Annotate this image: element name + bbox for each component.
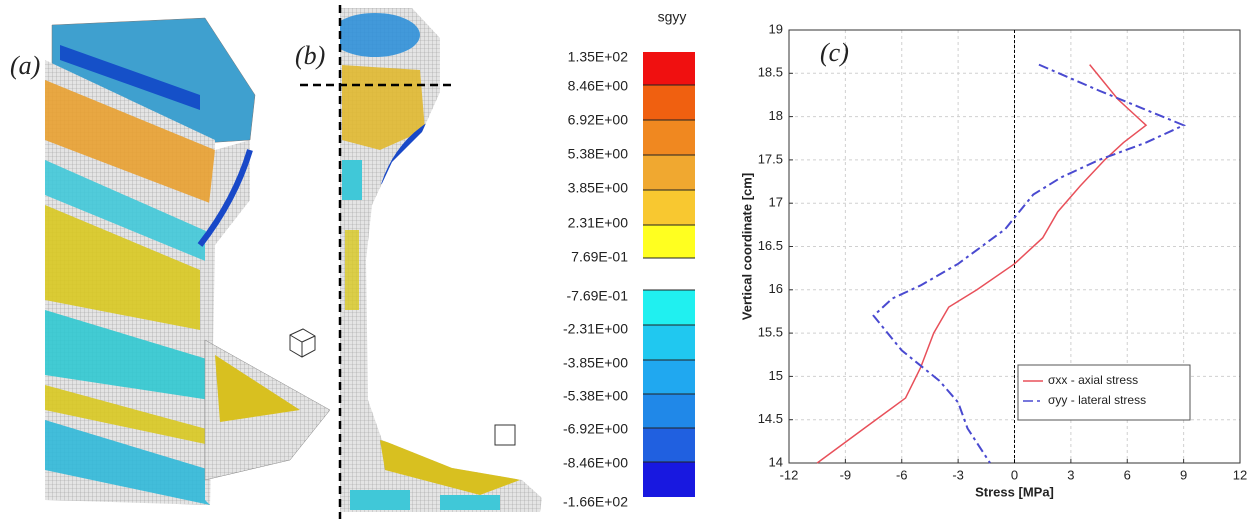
x-tick-label: 12 bbox=[1233, 467, 1247, 482]
y-tick-label: 14 bbox=[769, 454, 783, 469]
panel-b-model bbox=[300, 5, 542, 519]
y-tick-label: 18.5 bbox=[758, 65, 783, 80]
x-tick-label: -9 bbox=[840, 467, 852, 482]
colorbar-label: 3.85E+00 bbox=[568, 180, 629, 196]
y-tick-label: 18 bbox=[769, 108, 783, 123]
panel-a-model bbox=[45, 17, 331, 505]
colorbar bbox=[643, 52, 695, 497]
colorbar-label: -7.69E-01 bbox=[567, 288, 629, 304]
colorbar-label: -1.66E+02 bbox=[563, 494, 628, 510]
x-tick-label: 3 bbox=[1067, 467, 1074, 482]
legend-label: σxx - axial stress bbox=[1048, 373, 1138, 387]
colorbar-label: 8.46E+00 bbox=[568, 78, 629, 94]
x-tick-label: -6 bbox=[896, 467, 908, 482]
legend-label: σyy - lateral stress bbox=[1048, 393, 1146, 407]
colorbar-label: 2.31E+00 bbox=[568, 215, 629, 231]
series-line bbox=[872, 63, 1187, 464]
colorbar-label: -2.31E+00 bbox=[563, 321, 628, 337]
y-tick-label: 15.5 bbox=[758, 325, 783, 340]
x-axis-label: Stress [MPa] bbox=[975, 484, 1054, 499]
y-tick-label: 16.5 bbox=[758, 238, 783, 253]
panel-label: (a) bbox=[10, 51, 40, 80]
y-tick-label: 15 bbox=[769, 368, 783, 383]
colorbar-label: 1.35E+02 bbox=[568, 49, 629, 65]
colorbar-label: -5.38E+00 bbox=[563, 388, 628, 404]
x-tick-label: -12 bbox=[780, 467, 799, 482]
colorbar-title: sgyy bbox=[658, 9, 687, 25]
x-tick-label: 9 bbox=[1180, 467, 1187, 482]
x-tick-label: 0 bbox=[1011, 467, 1018, 482]
colorbar-label: 6.92E+00 bbox=[568, 112, 629, 128]
y-tick-label: 19 bbox=[769, 21, 783, 36]
x-tick-label: 6 bbox=[1124, 467, 1131, 482]
x-tick-label: -3 bbox=[952, 467, 964, 482]
y-tick-label: 17 bbox=[769, 195, 783, 210]
colorbar-label: -6.92E+00 bbox=[563, 421, 628, 437]
colorbar-label: -3.85E+00 bbox=[563, 355, 628, 371]
colorbar-label: 5.38E+00 bbox=[568, 146, 629, 162]
panel-label: (b) bbox=[295, 41, 325, 70]
legend-box bbox=[1017, 364, 1191, 421]
y-tick-label: 14.5 bbox=[758, 411, 783, 426]
y-axis-label: Vertical coordinate [cm] bbox=[739, 173, 754, 320]
y-tick-label: 17.5 bbox=[758, 151, 783, 166]
colorbar-label: 7.69E-01 bbox=[571, 249, 628, 265]
colorbar-label: -8.46E+00 bbox=[563, 455, 628, 471]
colorbar-labels: 1.35E+02 8.46E+00 6.92E+00 5.38E+00 3.85E+00… bbox=[563, 49, 628, 510]
y-tick-label: 16 bbox=[769, 281, 783, 296]
chart: -12 -9 -6 -3 0 3 6 9 12 14 14.5 15 15.5 16 16.5 17 17.5 1… bbox=[739, 21, 1247, 499]
series-line bbox=[816, 64, 1148, 464]
panel-label: (c) bbox=[820, 38, 849, 67]
